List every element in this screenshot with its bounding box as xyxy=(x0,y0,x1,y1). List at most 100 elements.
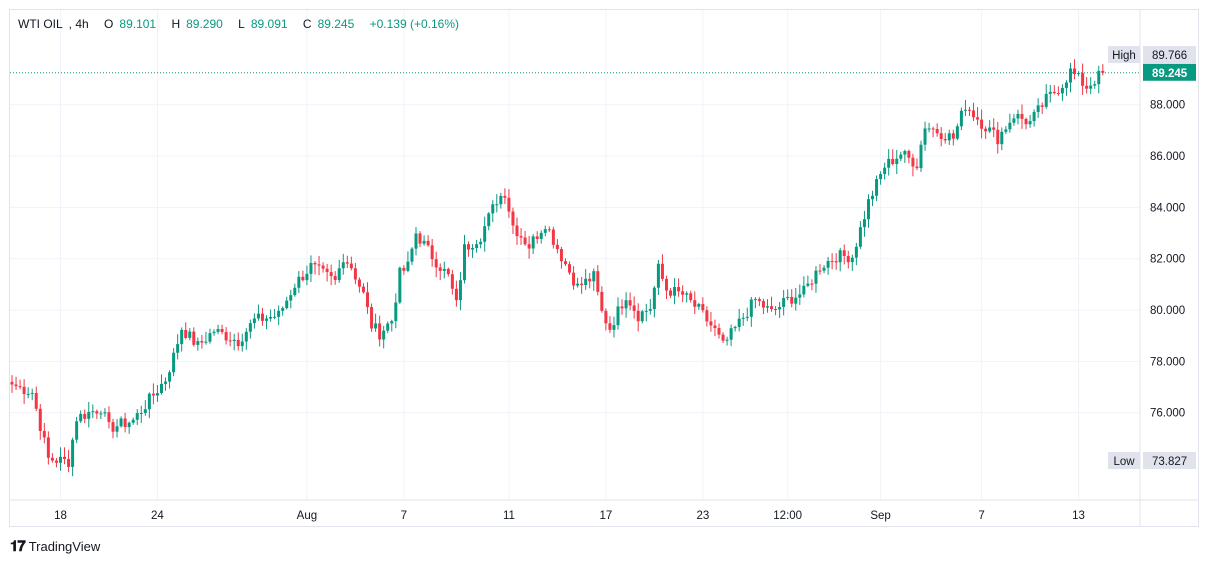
candle-up xyxy=(806,283,810,286)
candle-up xyxy=(103,412,107,414)
candle-up xyxy=(208,333,212,342)
candle-down xyxy=(693,300,697,307)
candle-up xyxy=(814,270,818,284)
candle-down xyxy=(14,384,18,387)
candle-up xyxy=(410,248,414,262)
candle-down xyxy=(361,286,365,293)
candle-down xyxy=(976,117,980,120)
candle-up xyxy=(1012,118,1016,123)
candle-down xyxy=(301,276,305,281)
candle-down xyxy=(38,408,42,431)
candle-down xyxy=(366,292,370,308)
candle-up xyxy=(143,409,147,413)
candle-up xyxy=(394,302,398,322)
candle-up xyxy=(1036,105,1040,112)
candle-down xyxy=(834,261,838,263)
candle-down xyxy=(111,422,115,432)
candle-up xyxy=(212,331,216,334)
candle-up xyxy=(71,439,75,467)
candle-down xyxy=(123,418,127,427)
candle-up xyxy=(794,297,798,304)
candle-down xyxy=(42,430,46,438)
candle-up xyxy=(390,321,394,324)
candle-up xyxy=(75,421,79,440)
x-tick-label: Aug xyxy=(297,510,317,522)
candle-down xyxy=(503,195,507,198)
candle-down xyxy=(184,329,188,338)
candle-down xyxy=(1040,105,1044,107)
candle-up xyxy=(697,304,701,307)
candle-up xyxy=(1016,113,1020,119)
candle-up xyxy=(903,151,907,155)
candle-down xyxy=(939,133,943,140)
candle-up xyxy=(584,278,588,286)
candle-up xyxy=(1032,111,1036,122)
candle-up xyxy=(802,285,806,295)
candle-up xyxy=(491,204,495,214)
candle-down xyxy=(63,456,67,459)
candle-up xyxy=(1048,91,1052,94)
candle-up xyxy=(899,154,903,159)
candle-up xyxy=(398,267,402,303)
candle-down xyxy=(790,296,794,304)
candle-up xyxy=(499,195,503,205)
candle-down xyxy=(588,278,592,282)
y-tick-label: 88.000 xyxy=(1150,100,1185,112)
candle-down xyxy=(224,332,228,341)
candle-down xyxy=(523,237,527,245)
candle-up xyxy=(862,219,866,228)
candle-up xyxy=(458,280,462,301)
candle-down xyxy=(628,300,632,306)
candle-up xyxy=(248,323,252,332)
candle-down xyxy=(220,328,224,333)
low-value: 89.091 xyxy=(250,17,288,31)
candle-up xyxy=(753,299,757,301)
candle-down xyxy=(636,310,640,322)
candle-up xyxy=(988,127,992,132)
candle-up xyxy=(798,294,802,298)
candle-up xyxy=(858,227,862,247)
candle-down xyxy=(446,268,450,275)
y-tick-label: 78.000 xyxy=(1150,356,1185,368)
candle-down xyxy=(810,283,814,285)
candle-up xyxy=(30,392,34,394)
candle-down xyxy=(761,301,765,308)
candle-up xyxy=(285,300,289,309)
candle-up xyxy=(281,308,285,311)
candle-up xyxy=(866,199,870,220)
candle-down xyxy=(721,334,725,341)
candle-up xyxy=(786,296,790,299)
candle-down xyxy=(604,310,608,324)
candle-down xyxy=(430,245,434,260)
candle-down xyxy=(1081,73,1085,86)
candle-up xyxy=(883,167,887,175)
tradingview-logo[interactable]: 𝟏𝟕 TradingView xyxy=(10,538,100,555)
candle-up xyxy=(887,158,891,168)
candle-down xyxy=(151,393,155,396)
candle-up xyxy=(879,174,883,180)
price-axis: 76.000 78.000 80.000 82.000 84.000 86.000 88.0… xyxy=(1150,100,1185,420)
candle-down xyxy=(95,411,99,414)
candle-down xyxy=(717,327,721,335)
candle-up xyxy=(1064,82,1068,88)
candle-up xyxy=(256,313,260,319)
candle-up xyxy=(673,286,677,296)
candle-up xyxy=(656,263,660,288)
candle-up xyxy=(576,283,580,286)
candle-up xyxy=(487,213,491,227)
candle-up xyxy=(1068,68,1072,83)
candle-up xyxy=(741,317,745,319)
candle-down xyxy=(434,259,438,268)
candle-up xyxy=(963,109,967,111)
open-value: 89.101 xyxy=(119,17,157,31)
candle-up xyxy=(854,246,858,258)
candle-down xyxy=(236,339,240,347)
x-tick-label: 24 xyxy=(151,510,164,522)
candle-up xyxy=(147,393,151,410)
candle-up xyxy=(947,133,951,141)
candle-up xyxy=(927,128,931,130)
candle-down xyxy=(984,128,988,132)
low-marker-value: 73.827 xyxy=(1152,456,1187,468)
candle-down xyxy=(677,286,681,292)
